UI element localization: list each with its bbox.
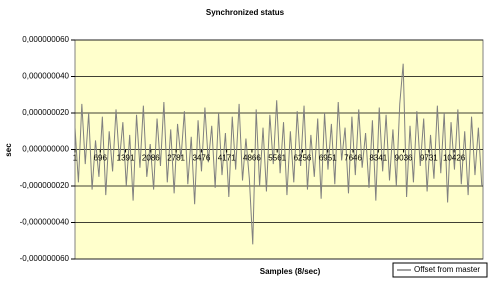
x-axis-label: Samples (8/sec) bbox=[260, 267, 321, 276]
x-tick-label: 9731 bbox=[420, 154, 438, 163]
y-tick-label: 0,000000000 bbox=[22, 145, 69, 154]
x-tick-label: 2781 bbox=[167, 154, 185, 163]
x-tick-label: 7646 bbox=[344, 154, 362, 163]
y-axis-label: sec bbox=[4, 143, 13, 157]
x-tick-label: 5561 bbox=[268, 154, 286, 163]
y-tick-label: 0,000000020 bbox=[22, 108, 69, 117]
x-tick-label: 1391 bbox=[117, 154, 135, 163]
x-tick-label: 4866 bbox=[243, 154, 261, 163]
x-tick-label: 6256 bbox=[294, 154, 312, 163]
data-line bbox=[74, 63, 483, 245]
x-tick-label: 4171 bbox=[218, 154, 236, 163]
y-tick-label: -0,000000040 bbox=[20, 218, 70, 227]
y-tick-label: -0,000000060 bbox=[20, 254, 70, 263]
x-tick-label: 2086 bbox=[142, 154, 160, 163]
x-tick-label: 8341 bbox=[369, 154, 387, 163]
legend-label: Offset from master bbox=[414, 265, 480, 274]
y-tick-label: 0,000000060 bbox=[22, 35, 69, 44]
x-tick-label: 9036 bbox=[395, 154, 413, 163]
x-tick-label: 696 bbox=[94, 154, 108, 163]
legend-box bbox=[392, 262, 488, 278]
x-tick-label: 1 bbox=[73, 154, 78, 163]
x-tick-label: 6951 bbox=[319, 154, 337, 163]
y-tick-label: -0,000000020 bbox=[20, 181, 70, 190]
x-tick-label: 3476 bbox=[192, 154, 210, 163]
x-tick-label: 10426 bbox=[443, 154, 466, 163]
y-tick-label: 0,000000040 bbox=[22, 72, 69, 81]
chart-title: Synchronized status bbox=[206, 8, 285, 17]
